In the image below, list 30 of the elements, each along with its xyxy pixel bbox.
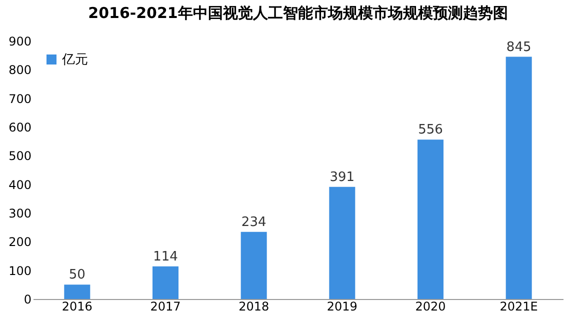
x-tick-label: 2019: [326, 300, 358, 314]
y-tick-label: 900: [8, 34, 32, 48]
data-label: 845: [506, 40, 532, 55]
y-tick-label: 300: [8, 206, 32, 220]
y-tick-label: 200: [8, 235, 32, 250]
data-label: 234: [241, 214, 266, 230]
bar: [64, 284, 90, 299]
data-label: 556: [418, 122, 443, 138]
y-tick-label: 600: [8, 120, 32, 134]
legend-label: 亿元: [61, 52, 88, 68]
bar: [240, 232, 267, 299]
bar: [418, 140, 444, 299]
x-tick-label: 2020: [415, 300, 446, 314]
data-label: 50: [68, 268, 86, 283]
bar: [329, 186, 356, 299]
bar: [152, 266, 178, 299]
x-tick-label: 2016: [62, 300, 92, 314]
y-tick-label: 400: [8, 178, 32, 192]
y-tick-label: 0: [24, 292, 32, 306]
y-tick-label: 700: [8, 92, 32, 106]
data-label: 114: [153, 249, 178, 264]
y-tick-label: 500: [8, 149, 32, 164]
x-tick-label: 2021E: [500, 300, 538, 314]
data-label: 391: [330, 170, 355, 185]
chart-title: 2016-2021年中国视觉人工智能市场规模市场规模预测趋势图: [88, 4, 508, 22]
bar: [506, 56, 532, 299]
y-tick-label: 100: [8, 264, 32, 278]
y-tick-label: 800: [8, 63, 32, 78]
x-tick-label: 2017: [150, 300, 181, 314]
x-tick-label: 2018: [238, 300, 270, 314]
